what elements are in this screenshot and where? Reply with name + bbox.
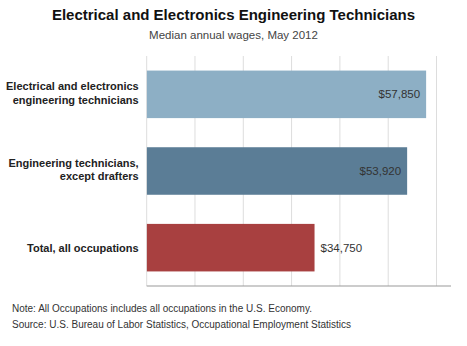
data-label: $57,850 [379, 88, 421, 100]
category-label: Total, all occupations [27, 242, 139, 254]
grid [147, 56, 437, 286]
category-label: Electrical and electronicsengineering te… [6, 80, 139, 105]
grid-line [436, 56, 437, 286]
subtitle: Median annual wages, May 2012 [149, 29, 318, 41]
data-label: $34,750 [321, 242, 363, 254]
note: Source: U.S. Bureau of Labor Statistics,… [12, 319, 351, 330]
data-label: $53,920 [360, 165, 402, 177]
title: Electrical and Electronics Engineering T… [52, 6, 415, 23]
bar [147, 224, 315, 272]
bars [147, 71, 426, 272]
bar [147, 71, 426, 119]
category-label: Engineering technicians,except drafters [8, 157, 138, 182]
note: Note: All Occupations includes all occup… [12, 303, 312, 314]
x-axis-line [147, 286, 451, 287]
chart: Electrical and Electronics Engineering T… [0, 0, 467, 346]
bar [147, 147, 407, 195]
